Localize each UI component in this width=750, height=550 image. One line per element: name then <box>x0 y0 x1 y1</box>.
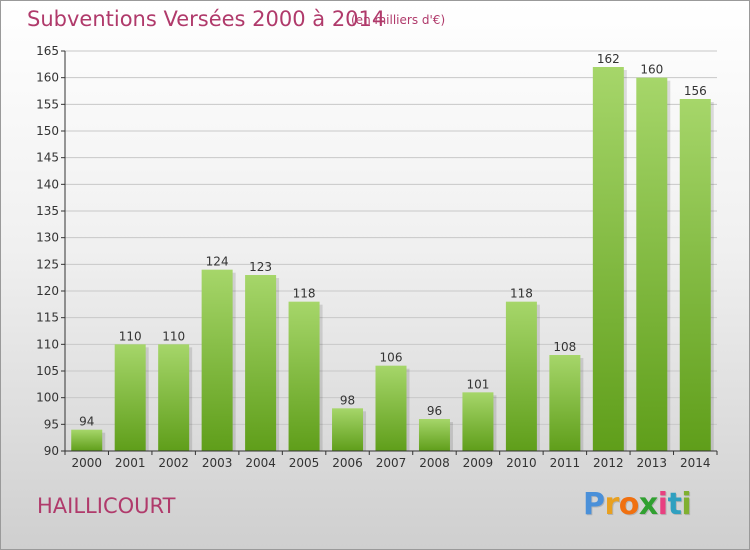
x-tick-label: 2009 <box>463 456 494 470</box>
y-tick-label: 125 <box>36 257 59 271</box>
labels: 90 95 100 105 110 115 120 125 130 135 140 145 150 155… <box>36 44 710 470</box>
proxiti-logo: Proxiti <box>583 487 692 522</box>
bar-value-label: 110 <box>162 329 185 343</box>
y-tick-label: 95 <box>44 417 59 431</box>
logo-letter: i <box>657 487 668 522</box>
x-tick-label: 2012 <box>593 456 624 470</box>
y-tick-label: 100 <box>36 391 59 405</box>
bar-value-label: 108 <box>553 340 576 354</box>
y-tick-label: 120 <box>36 284 59 298</box>
y-tick-label: 135 <box>36 204 59 218</box>
bar <box>505 301 537 451</box>
x-tick-label: 2000 <box>71 456 102 470</box>
bar <box>549 355 581 451</box>
bar <box>158 344 190 451</box>
bar <box>679 99 711 451</box>
bar-value-label: 123 <box>249 260 272 274</box>
x-tick-label: 2013 <box>637 456 668 470</box>
x-tick-label: 2008 <box>419 456 450 470</box>
bar <box>245 275 277 451</box>
x-tick-label: 2005 <box>289 456 320 470</box>
y-tick-label: 165 <box>36 44 59 58</box>
chart-title: Subventions Versées 2000 à 2014 <box>27 7 386 31</box>
x-tick-label: 2003 <box>202 456 233 470</box>
y-tick-label: 90 <box>44 444 59 458</box>
x-tick-label: 2004 <box>245 456 276 470</box>
bar-value-label: 110 <box>119 329 142 343</box>
logo-letter: o <box>618 487 640 522</box>
bar-value-label: 101 <box>466 377 489 391</box>
bar <box>332 408 364 451</box>
x-tick-label: 2011 <box>550 456 581 470</box>
bar <box>462 392 494 451</box>
x-tick-label: 2001 <box>115 456 146 470</box>
bar <box>418 419 450 451</box>
logo-letter: r <box>604 487 620 522</box>
bar <box>636 77 668 452</box>
bar-value-label: 94 <box>79 415 94 429</box>
axes <box>61 50 718 455</box>
y-tick-label: 160 <box>36 71 59 85</box>
bar-value-label: 162 <box>597 52 620 66</box>
bar <box>375 365 407 451</box>
y-tick-label: 105 <box>36 364 59 378</box>
bar <box>71 429 103 451</box>
logo-letter: i <box>681 487 692 522</box>
chart-subtitle: (en milliers d'€) <box>351 13 446 27</box>
bar <box>114 344 146 451</box>
bar <box>592 67 624 451</box>
commune-name: HAILLICOURT <box>37 494 176 518</box>
bars <box>71 67 714 452</box>
y-tick-label: 145 <box>36 151 59 165</box>
logo-letter: x <box>638 487 658 522</box>
bar <box>201 269 233 451</box>
x-tick-label: 2006 <box>332 456 363 470</box>
bar-value-label: 160 <box>640 63 663 77</box>
x-tick-label: 2002 <box>158 456 189 470</box>
x-tick-label: 2014 <box>680 456 711 470</box>
y-tick-label: 115 <box>36 311 59 325</box>
bar-value-label: 156 <box>684 84 707 98</box>
y-tick-label: 110 <box>36 337 59 351</box>
x-tick-label: 2007 <box>376 456 407 470</box>
y-tick-label: 140 <box>36 177 59 191</box>
logo-letter: t <box>667 487 682 522</box>
bar-value-label: 118 <box>293 287 316 301</box>
y-tick-label: 155 <box>36 97 59 111</box>
y-tick-label: 150 <box>36 124 59 138</box>
bar <box>288 301 320 451</box>
x-tick-label: 2010 <box>506 456 537 470</box>
bar-value-label: 96 <box>427 404 442 418</box>
bar-value-label: 118 <box>510 287 533 301</box>
bar-value-label: 106 <box>380 351 403 365</box>
bar-value-label: 98 <box>340 393 355 407</box>
y-tick-label: 130 <box>36 231 59 245</box>
bar-value-label: 124 <box>206 255 229 269</box>
logo-letter: P <box>583 487 605 522</box>
